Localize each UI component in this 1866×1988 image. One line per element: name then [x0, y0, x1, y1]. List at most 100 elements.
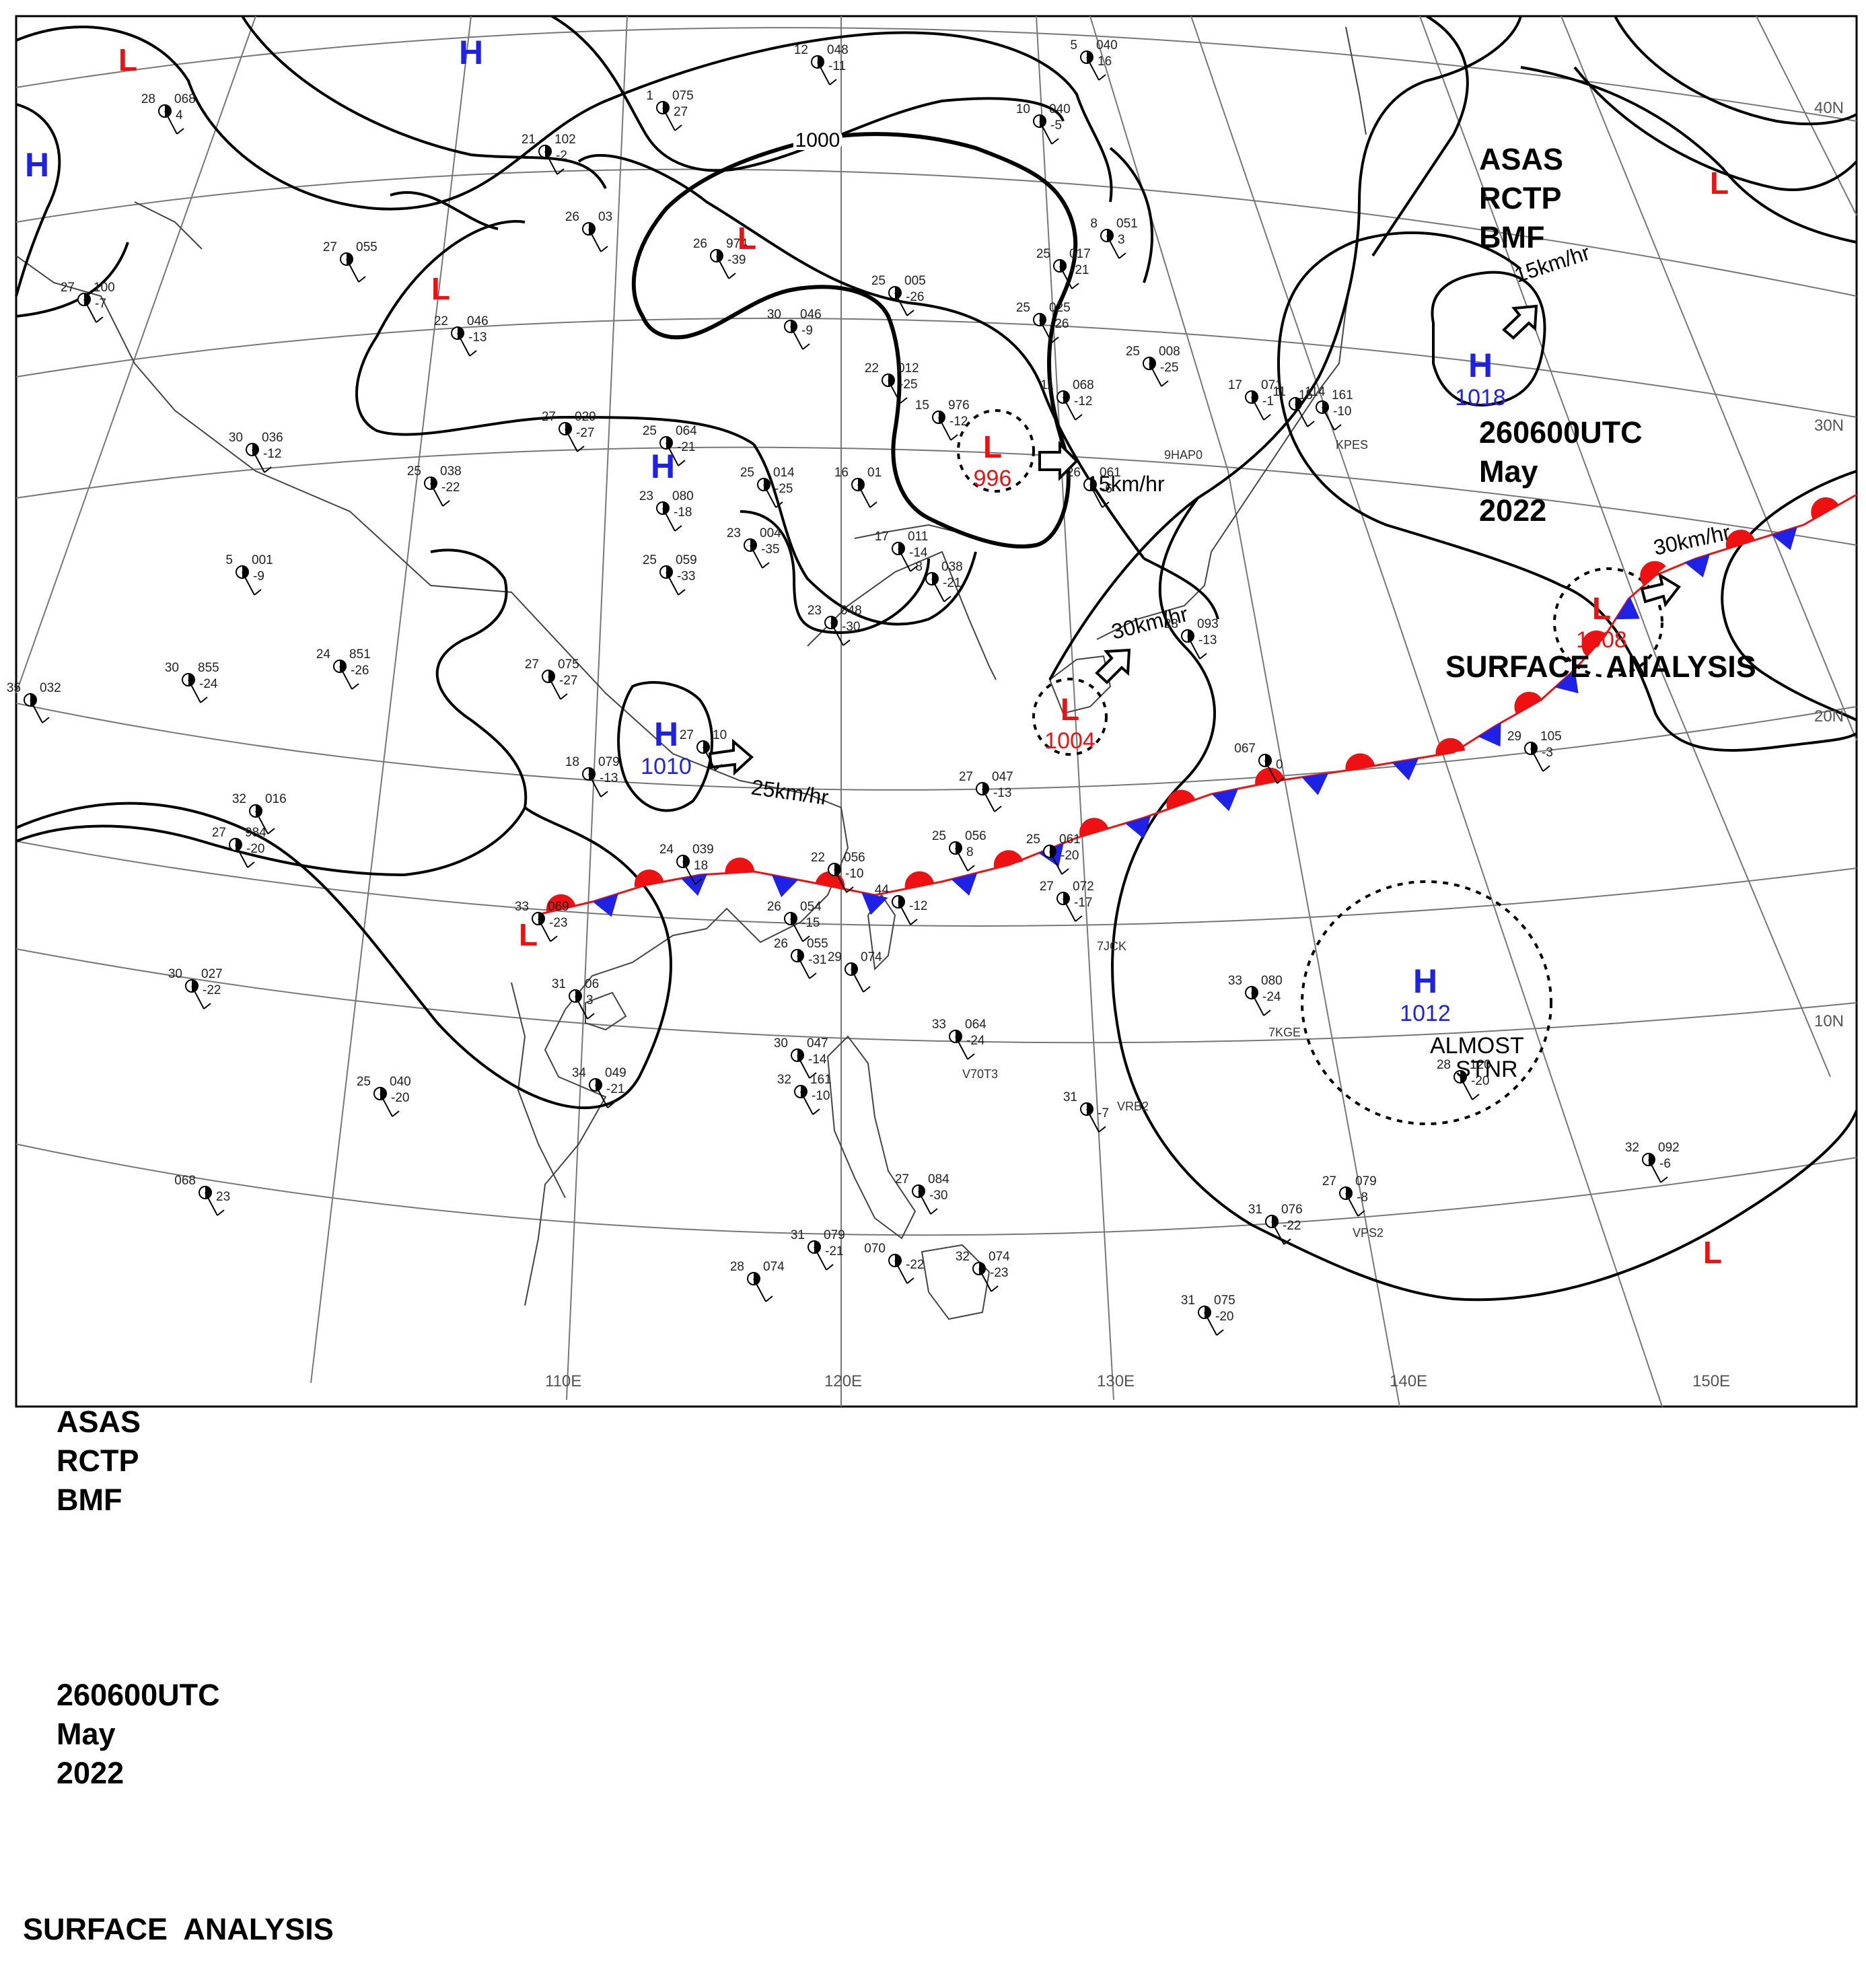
station-plot: 30 027 -22	[168, 967, 223, 1009]
station-tendency: -8	[1357, 1191, 1368, 1205]
wind-barb-flag	[203, 1003, 211, 1009]
wind-barb	[1187, 635, 1200, 660]
motion-label: 15km/hr	[1087, 472, 1165, 496]
isobar	[15, 578, 528, 877]
longitude-label: 130E	[1097, 1372, 1135, 1390]
station-temp: 8	[1090, 217, 1098, 231]
wind-barb	[703, 746, 716, 771]
wind-barb-flag	[392, 1110, 400, 1117]
station-pressure: 029	[575, 410, 596, 424]
station-pressure: 061	[1059, 832, 1081, 847]
station-temp: 12	[794, 43, 808, 57]
station-plot: 11 114	[1272, 385, 1326, 427]
wind-barb	[750, 544, 763, 569]
wind-barb-flag	[869, 501, 877, 508]
wind-barb	[1264, 760, 1278, 784]
station-tendency: -3	[1542, 746, 1553, 760]
wind-barb	[1530, 748, 1544, 772]
low-marker: L	[738, 221, 756, 256]
warm-front-symbol	[1725, 530, 1755, 549]
station-pressure: 080	[1261, 974, 1283, 988]
station-temp: 15	[915, 398, 929, 413]
station-plot: 31 076 -22	[1248, 1203, 1303, 1245]
station-plot: 068 23	[174, 1174, 230, 1216]
station-plot: 18 079 -13	[565, 755, 620, 797]
wind-barb-flag	[1118, 252, 1126, 259]
wind-barb-flag	[991, 1285, 999, 1292]
wind-barb-flag	[930, 1208, 938, 1215]
wind-barb	[978, 1268, 992, 1292]
station-pressure: 120	[1470, 1058, 1491, 1072]
wind-barb-flag	[358, 276, 366, 283]
station-tendency: -2	[556, 149, 567, 163]
station-temp: 30	[774, 1036, 788, 1051]
station-plot: 8 051 3	[1090, 217, 1138, 259]
footer-month: May	[57, 1717, 116, 1751]
station-temp: 32	[232, 792, 246, 806]
station-tendency: 3	[586, 993, 594, 1007]
station-tendency: 3	[1118, 233, 1125, 247]
station-plot: 25 056 8	[932, 829, 986, 872]
parallel-35n	[15, 168, 1857, 297]
station-plot: 15 976 -12	[915, 398, 970, 441]
wind-barb	[1251, 396, 1264, 421]
coastline-indochina	[511, 982, 566, 1199]
wind-barb	[894, 292, 908, 316]
station-tendency: -1	[1262, 394, 1274, 409]
station-plot: 29 105 -3	[1507, 730, 1562, 772]
wind-barb	[800, 1091, 814, 1115]
station-tendency: -13	[468, 330, 487, 345]
wind-barb-flag	[826, 1264, 834, 1271]
wind-barb	[588, 228, 602, 252]
wind-barb	[430, 483, 443, 507]
station-temp: 25	[1126, 345, 1140, 359]
station-pressure: 069	[548, 900, 569, 914]
wind-barb-flag	[910, 919, 918, 925]
station-plot: 10 040 -5	[1016, 102, 1071, 145]
station-plot: 27 10	[680, 728, 727, 771]
isobars	[15, 15, 1858, 1302]
station-plot: 23 004 -35	[727, 526, 781, 569]
wind-barb	[30, 699, 43, 723]
station-pressure: 074	[763, 1260, 785, 1274]
station-pressure: 074	[861, 950, 882, 964]
station-plot: 27 029 -27	[542, 410, 596, 452]
station-pressure: 03	[598, 210, 612, 224]
header-station: RCTP	[1479, 181, 1562, 215]
wind-barb-flag	[842, 639, 851, 646]
wind-barb-flag	[762, 562, 770, 569]
station-plot: 23 093 -13	[1164, 617, 1219, 660]
wind-barb-flag	[994, 806, 1002, 812]
wind-barb-flag	[943, 596, 952, 602]
station-pressure: 161	[1332, 388, 1353, 402]
station-temp: 31	[1248, 1203, 1262, 1217]
cold-front-symbol	[1125, 815, 1151, 839]
isobar	[430, 548, 506, 580]
wind-barb	[1049, 851, 1063, 875]
station-tendency: -10	[1333, 404, 1351, 419]
wind-barb-flag	[1472, 1094, 1480, 1100]
station-plot: 25 061 -20	[1026, 832, 1081, 875]
isobar	[1277, 231, 1857, 752]
station-tendency: -12	[263, 447, 281, 461]
station-pressure: 976	[948, 398, 970, 413]
station-temp: 25	[357, 1075, 371, 1089]
coastline-korea	[807, 551, 997, 680]
wind-barb-flag	[906, 1277, 914, 1284]
wind-barb	[830, 622, 844, 646]
coastline-china	[15, 255, 849, 1306]
station-plot: 31 079 -21	[791, 1228, 845, 1271]
station-temp: 28	[1437, 1058, 1451, 1072]
wind-barb	[666, 571, 679, 596]
station-temp: 29	[828, 950, 842, 964]
station-pressure: 039	[692, 843, 714, 857]
station-temp: 28	[141, 92, 155, 106]
wind-barb	[898, 548, 911, 572]
parallel-40n	[15, 27, 1857, 122]
station-pressure: 046	[800, 308, 822, 322]
wind-barb	[898, 901, 911, 925]
low-marker: L	[519, 917, 538, 952]
wind-barb-flag	[728, 273, 736, 279]
station-temp: 30	[165, 661, 179, 675]
dashed-isobars	[957, 409, 1663, 1125]
